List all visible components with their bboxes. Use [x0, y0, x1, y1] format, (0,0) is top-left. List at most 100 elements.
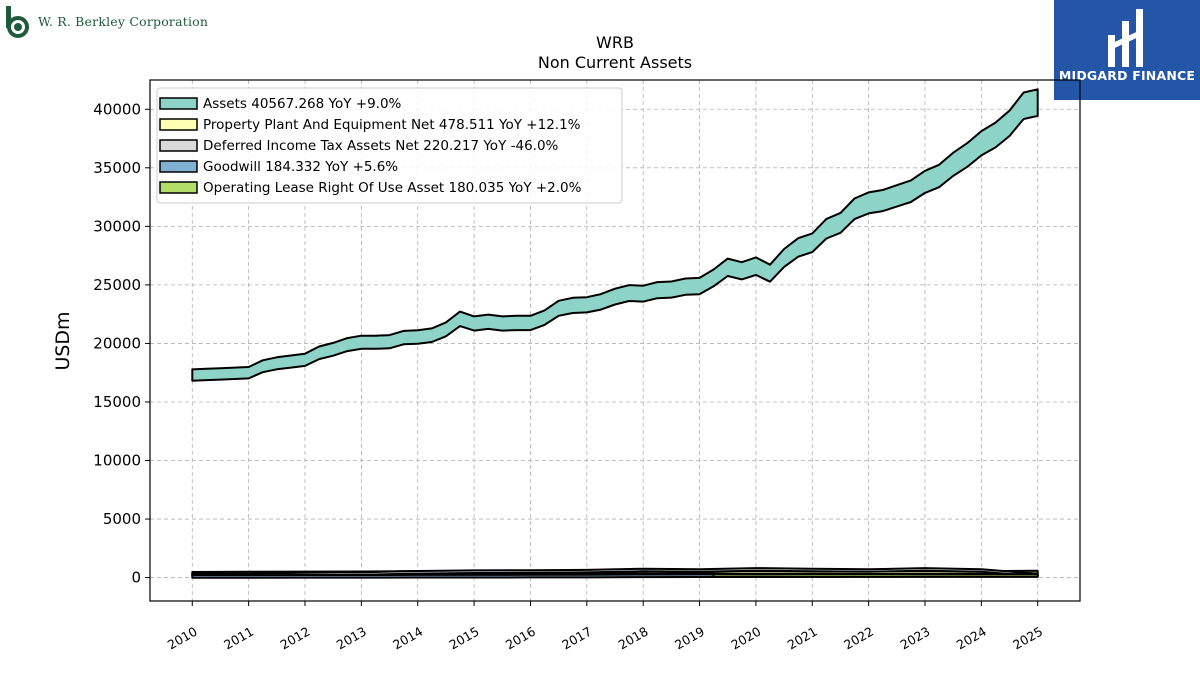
data-point	[812, 569, 813, 570]
data-point	[417, 336, 418, 337]
data-point	[474, 571, 475, 572]
chart-title-block: WRB Non Current Assets	[150, 33, 1080, 73]
data-point	[812, 242, 813, 243]
x-tick-label: 2022	[841, 624, 876, 653]
data-point	[276, 363, 277, 364]
chart-subtitle: Non Current Assets	[537, 53, 693, 72]
data-point	[868, 202, 869, 203]
data-point	[643, 575, 644, 576]
data-point	[981, 143, 982, 144]
data-point	[361, 342, 362, 343]
data-point	[629, 293, 630, 294]
data-point	[643, 569, 644, 570]
data-point	[967, 154, 968, 155]
series-operating-lease-right-of-use-asset	[712, 573, 1039, 578]
legend-label: Assets 40567.268 YoY +9.0%	[203, 96, 402, 112]
data-point	[699, 286, 700, 287]
x-tick-label: 2010	[165, 624, 200, 653]
data-point	[981, 575, 982, 576]
x-tick-label: 2025	[1010, 624, 1045, 653]
data-point	[600, 301, 601, 302]
data-point	[784, 257, 785, 258]
data-point	[882, 200, 883, 201]
data-point	[685, 286, 686, 287]
chart-title: WRB	[596, 33, 634, 52]
data-point	[361, 573, 362, 574]
legend-item: Assets 40567.268 YoY +9.0%	[159, 96, 402, 112]
x-tick-label: 2011	[221, 624, 256, 653]
data-point	[192, 576, 193, 577]
y-tick-label: 35000	[93, 159, 141, 177]
data-point	[530, 322, 531, 323]
legend-swatch	[159, 181, 198, 194]
legend-swatch	[159, 160, 198, 173]
x-tick-label: 2014	[390, 624, 425, 653]
data-point	[1023, 105, 1024, 106]
data-point	[953, 164, 954, 165]
x-tick-label: 2024	[954, 624, 989, 653]
data-point	[319, 352, 320, 353]
data-point	[220, 373, 221, 374]
data-point	[840, 222, 841, 223]
data-point	[586, 304, 587, 305]
legend-swatch	[159, 97, 198, 110]
x-tick-label: 2021	[785, 624, 820, 653]
data-point	[248, 576, 249, 577]
data-point	[769, 273, 770, 274]
data-point	[234, 373, 235, 374]
data-point	[1009, 123, 1010, 124]
data-point	[248, 372, 249, 373]
x-tick-label: 2020	[728, 624, 763, 653]
data-point	[403, 337, 404, 338]
legend-label: Operating Lease Right Of Use Asset 180.0…	[203, 180, 582, 196]
brand-name: MIDGARD FINANCE	[1058, 68, 1196, 83]
data-point	[868, 575, 869, 576]
data-point	[713, 277, 714, 278]
series-band	[191, 88, 1039, 382]
data-point	[924, 575, 925, 576]
x-tick-label: 2013	[334, 624, 369, 653]
data-point	[488, 321, 489, 322]
data-point	[572, 305, 573, 306]
data-point	[586, 571, 587, 572]
company-name: W. R. Berkley Corporation	[38, 13, 209, 29]
data-point	[995, 134, 996, 135]
data-point	[1037, 575, 1038, 576]
x-tick-label: 2012	[277, 624, 312, 653]
data-point	[304, 576, 305, 577]
data-point	[657, 290, 658, 291]
y-tick-label: 40000	[93, 100, 141, 118]
y-tick-label: 5000	[103, 510, 141, 528]
legend-label: Deferred Income Tax Assets Net 220.217 Y…	[203, 138, 559, 154]
data-point	[262, 366, 263, 367]
data-point	[924, 181, 925, 182]
brand-logo-box: MIDGARD FINANCE	[1054, 0, 1200, 100]
legend-item: Goodwill 184.332 YoY +5.6%	[159, 159, 398, 175]
legend: Assets 40567.268 YoY +9.0% Property Plant…	[156, 87, 623, 204]
data-point	[896, 195, 897, 196]
data-point	[417, 572, 418, 573]
data-point	[755, 266, 756, 267]
data-point	[445, 329, 446, 330]
x-tick-label: 2017	[559, 624, 594, 653]
data-point	[868, 570, 869, 571]
data-point	[741, 270, 742, 271]
legend-box	[156, 87, 623, 204]
data-point	[755, 569, 756, 570]
data-point	[939, 175, 940, 176]
plot-frame	[149, 79, 1081, 602]
data-point	[459, 318, 460, 319]
legend-label: Goodwill 184.332 YoY +5.6%	[203, 159, 398, 175]
data-point	[333, 349, 334, 350]
legend-label: Property Plant And Equipment Net 478.511…	[203, 117, 581, 133]
data-point	[1037, 571, 1038, 572]
series-assets	[191, 88, 1039, 382]
data-point	[643, 293, 644, 294]
series-band	[712, 573, 1039, 578]
data-point	[671, 289, 672, 290]
x-tick-label: 2019	[672, 624, 707, 653]
data-point	[375, 342, 376, 343]
data-point	[290, 361, 291, 362]
data-point	[530, 571, 531, 572]
